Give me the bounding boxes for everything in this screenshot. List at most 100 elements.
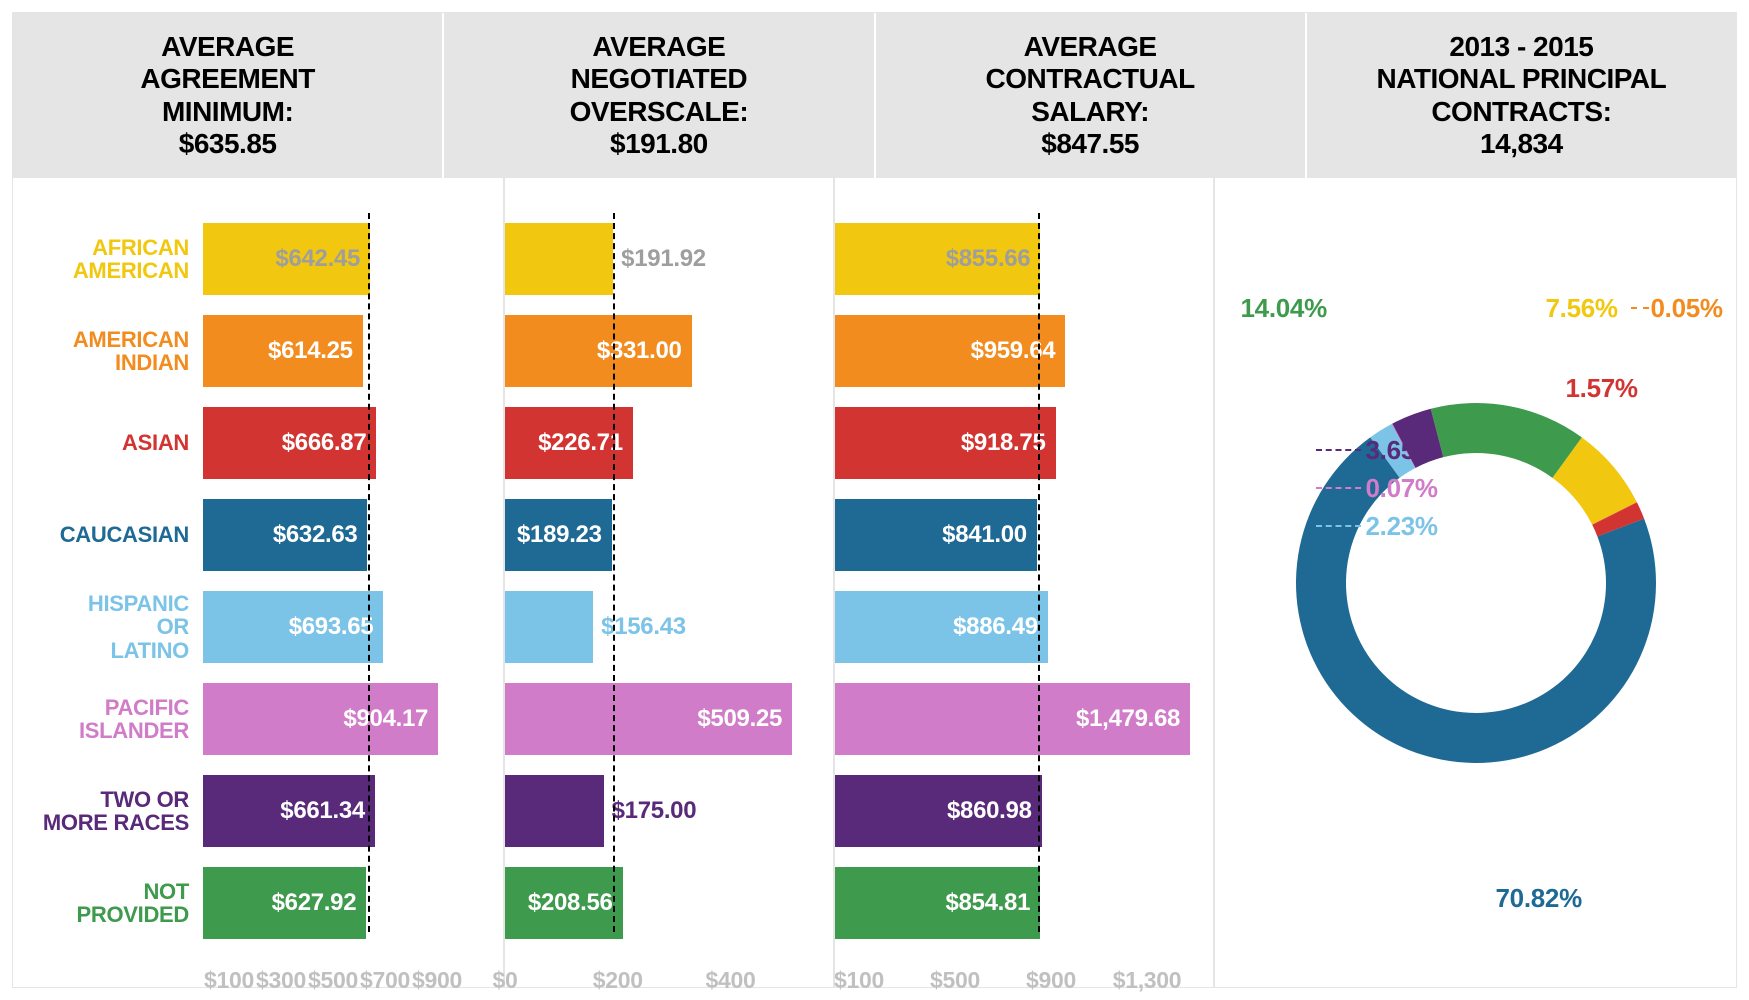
bar-row: $693.65 [203, 581, 503, 673]
category-label: AMERICANINDIAN [13, 305, 203, 397]
donut-slice-label: 1.57% [1566, 373, 1638, 404]
bar: $959.64 [835, 315, 1065, 387]
donut-slice-label: 0.07% [1366, 473, 1438, 504]
bar [505, 591, 593, 663]
x-tick-label: $900 [412, 967, 462, 994]
donut-slice [1592, 502, 1644, 536]
category-label: AFRICANAMERICAN [13, 213, 203, 305]
bar-row: $226.71 [505, 397, 833, 489]
bar-row: $1,479.68 [835, 673, 1213, 765]
bar-row: $854.81 [835, 857, 1213, 949]
bar-row: $509.25 [505, 673, 833, 765]
bar-row: $661.34 [203, 765, 503, 857]
bar-row: $841.00 [835, 489, 1213, 581]
donut-slice-label: 70.82% [1496, 883, 1582, 914]
x-tick-label: $0 [493, 967, 518, 994]
bar: $693.65 [203, 591, 383, 663]
bar-row: $614.25 [203, 305, 503, 397]
bar-row: $175.00 [505, 765, 833, 857]
header-row: AVERAGEAGREEMENTMINIMUM:$635.85 AVERAGEN… [13, 13, 1736, 178]
donut-slice-label: 0.05% [1651, 293, 1723, 324]
x-tick-label: $900 [1026, 967, 1076, 994]
bar: $904.17 [203, 683, 438, 755]
bar-value-label: $191.92 [621, 245, 706, 273]
header-contractual-salary: AVERAGECONTRACTUALSALARY:$847.55 [876, 13, 1307, 178]
category-label: HISPANICORLATINO [13, 581, 203, 673]
bar: $627.92 [203, 867, 366, 939]
donut-slice-label: 14.04% [1241, 293, 1327, 324]
donut-slice [1392, 408, 1443, 467]
chart-body: AFRICANAMERICANAMERICANINDIANASIANCAUCAS… [13, 178, 1736, 987]
donut-slice [1552, 437, 1636, 524]
header-negotiated-overscale: AVERAGENEGOTIATEDOVERSCALE:$191.80 [444, 13, 875, 178]
bar: $855.66 [835, 223, 1040, 295]
bar-value-label: $175.00 [612, 797, 697, 825]
bar-row: $191.92 [505, 213, 833, 305]
x-tick-label: $200 [593, 967, 643, 994]
reference-line [613, 213, 615, 932]
donut-svg [1266, 373, 1686, 793]
bar: $1,479.68 [835, 683, 1190, 755]
donut-leader-line [1316, 487, 1361, 489]
bar: $642.45 [203, 223, 370, 295]
header-agreement-minimum: AVERAGEAGREEMENTMINIMUM:$635.85 [13, 13, 444, 178]
donut-slice-label: 7.56% [1546, 293, 1618, 324]
bar-row: $855.66 [835, 213, 1213, 305]
donut-slice [1296, 437, 1656, 763]
bar-row: $886.49 [835, 581, 1213, 673]
x-tick-label: $300 [256, 967, 306, 994]
header-national-contracts: 2013 - 2015NATIONAL PRINCIPALCONTRACTS:1… [1307, 13, 1736, 178]
bar-row: $189.23 [505, 489, 833, 581]
bar: $614.25 [203, 315, 363, 387]
donut-slice [1430, 403, 1581, 478]
x-tick-label: $100 [204, 967, 254, 994]
bar-row: $860.98 [835, 765, 1213, 857]
bar [505, 775, 604, 847]
bar: $189.23 [505, 499, 612, 571]
category-label: PACIFICISLANDER [13, 673, 203, 765]
category-label: ASIAN [13, 397, 203, 489]
bar: $331.00 [505, 315, 692, 387]
donut-leader-line [1316, 525, 1361, 527]
bar-row: $156.43 [505, 581, 833, 673]
reference-line [368, 213, 370, 932]
bar: $860.98 [835, 775, 1042, 847]
donut-slice [1370, 423, 1415, 477]
donut-slice [1391, 423, 1415, 468]
bar: $208.56 [505, 867, 623, 939]
bar: $886.49 [835, 591, 1048, 663]
x-tick-label: $100 [834, 967, 884, 994]
x-tick-label: $400 [705, 967, 755, 994]
x-tick-label: $700 [360, 967, 410, 994]
category-label: TWO ORMORE RACES [13, 765, 203, 857]
bar: $632.63 [203, 499, 367, 571]
bar-chart-negotiated-overscale: $191.92 $331.00 $226.71 $189.23 $156.43 $509.… [505, 178, 835, 987]
donut-chart-contracts: 7.56% 0.05% 1.57% 70.82% 2.23% 0.07% 3.65% 14.0… [1215, 178, 1736, 987]
bar: $661.34 [203, 775, 375, 847]
bar-row: $918.75 [835, 397, 1213, 489]
donut-slice-label: 3.65% [1366, 435, 1438, 466]
category-label: CAUCASIAN [13, 489, 203, 581]
bar-row: $959.64 [835, 305, 1213, 397]
bar [505, 223, 613, 295]
bar-row: $208.56 [505, 857, 833, 949]
bar-row: $904.17 [203, 673, 503, 765]
bar: $854.81 [835, 867, 1040, 939]
x-tick-label: $500 [930, 967, 980, 994]
bar: $509.25 [505, 683, 792, 755]
bar: $918.75 [835, 407, 1056, 479]
category-labels-column: AFRICANAMERICANAMERICANINDIANASIANCAUCAS… [13, 178, 203, 987]
reference-line [1038, 213, 1040, 932]
donut-leader-line [1631, 307, 1649, 309]
bar-chart-agreement-minimum: $642.45 $614.25 $666.87 $632.63 $693.65 $904.… [203, 178, 505, 987]
donut-slice-label: 2.23% [1366, 511, 1438, 542]
bar-row: $627.92 [203, 857, 503, 949]
bar-row: $331.00 [505, 305, 833, 397]
donut-label-layer: 7.56% 0.05% 1.57% 70.82% 2.23% 0.07% 3.65% 14.0… [1216, 203, 1736, 963]
bar: $841.00 [835, 499, 1037, 571]
bar: $666.87 [203, 407, 376, 479]
donut-leader-line [1316, 449, 1361, 451]
bar-row: $666.87 [203, 397, 503, 489]
bar-row: $642.45 [203, 213, 503, 305]
bar-chart-contractual-salary: $855.66 $959.64 $918.75 $841.00 $886.49 $1,47… [835, 178, 1215, 987]
